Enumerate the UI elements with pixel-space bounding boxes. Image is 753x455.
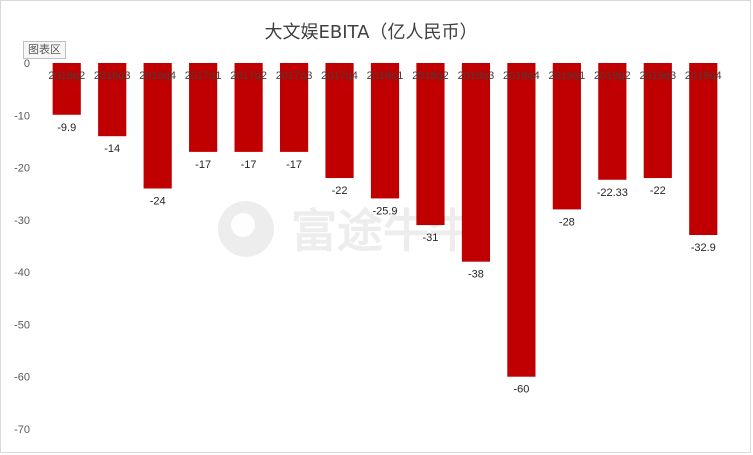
category-label: 2017q2: [230, 70, 267, 82]
y-tick-label: -40: [14, 267, 30, 279]
data-label: -22: [650, 185, 666, 197]
data-label: -17: [286, 159, 302, 171]
category-label: 2018q1: [367, 70, 404, 82]
bar: [325, 63, 354, 179]
data-label: -60: [513, 384, 529, 396]
data-label: -38: [468, 269, 484, 281]
category-label: 2017q4: [321, 70, 358, 82]
bar: [416, 63, 445, 226]
bar: [461, 63, 491, 262]
bar: [143, 63, 172, 189]
bar: [370, 63, 400, 199]
data-label: -17: [195, 159, 211, 171]
data-label: -17: [241, 159, 257, 171]
category-label: 2017q1: [185, 70, 222, 82]
bar: [689, 63, 718, 236]
data-label: -22: [332, 185, 348, 197]
category-label: 2018q2: [412, 70, 449, 82]
data-label: -22.33: [597, 187, 628, 199]
bar: [279, 63, 309, 152]
bar: [52, 63, 81, 115]
y-tick-label: 0: [24, 58, 30, 70]
category-label: 2016q2: [48, 70, 85, 82]
y-tick-label: -70: [14, 424, 30, 436]
y-tick-label: -60: [14, 372, 30, 384]
category-label: 2019q1: [549, 70, 586, 82]
chart-area-tag[interactable]: 图表区: [23, 41, 66, 59]
category-label: 2018q3: [458, 70, 495, 82]
y-axis: 0 -10 -20 -30 -40 -50 -60 -70: [14, 58, 30, 436]
bar: [598, 63, 627, 180]
data-labels: -9.9 -14 -24 -17 -17 -17 -22 -25.9 -31 -38 -60 -28 -…: [57, 122, 716, 396]
data-label: -24: [150, 195, 166, 207]
category-labels: 2016q2 2016q3 2016q4 2017q1 2017q2 2017q3 2017…: [48, 70, 721, 82]
category-label: 2018q4: [503, 70, 540, 82]
y-tick-label: -20: [14, 163, 30, 175]
y-tick-label: -30: [14, 215, 30, 227]
bar: [189, 63, 218, 152]
chart-title: 大文娱EBITA（亿人民币）: [265, 22, 478, 43]
bar: [507, 63, 536, 377]
y-tick-label: -50: [14, 319, 30, 331]
bars: [52, 63, 718, 377]
data-label: -28: [559, 216, 575, 228]
y-tick-label: -10: [14, 110, 30, 122]
bar: [98, 63, 127, 137]
category-label: 2017q3: [276, 70, 313, 82]
bar: [552, 63, 581, 210]
data-label: -14: [104, 143, 120, 155]
category-label: 2019q4: [685, 70, 722, 82]
bar: [234, 63, 263, 152]
data-label: -32.9: [691, 242, 716, 254]
category-label: 2016q4: [139, 70, 176, 82]
category-label: 2019q2: [594, 70, 631, 82]
data-label: -9.9: [57, 122, 76, 134]
data-label: -25.9: [372, 205, 397, 217]
data-label: -31: [423, 232, 439, 244]
bar: [643, 63, 672, 179]
futu-logo-icon: [218, 201, 274, 257]
category-label: 2016q3: [94, 70, 131, 82]
category-label: 2019q3: [639, 70, 676, 82]
